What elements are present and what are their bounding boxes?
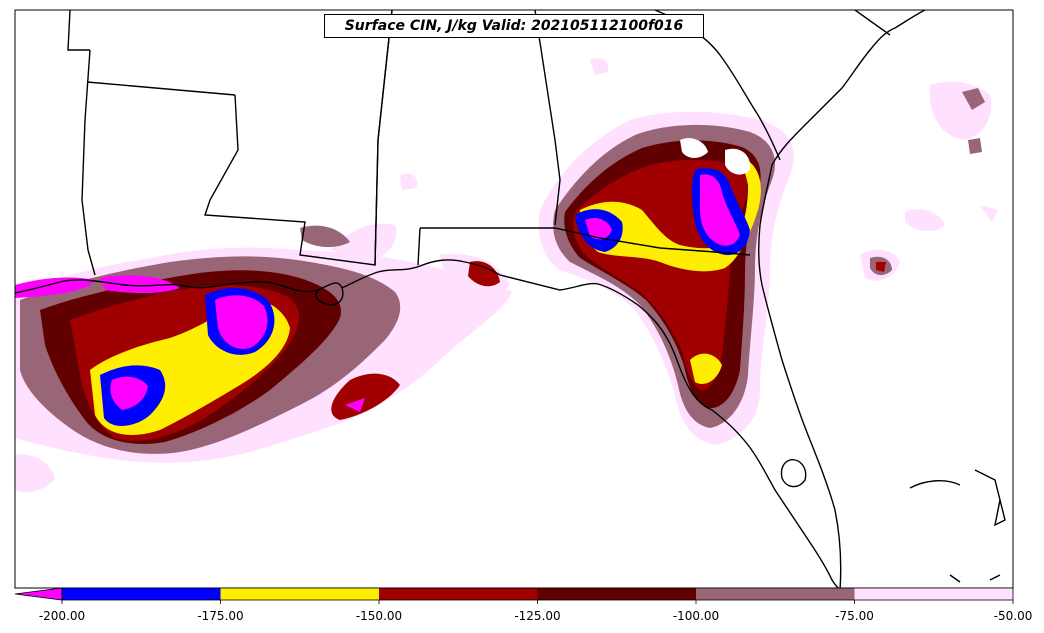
bahamas-coast bbox=[909, 469, 1006, 527]
colorbar-bin bbox=[62, 588, 221, 600]
state-line-ga-sc bbox=[854, 10, 891, 36]
colorbar-tick-label: -75.00 bbox=[835, 609, 874, 623]
colorbar bbox=[14, 587, 1014, 604]
colorbar-tick-label: -175.00 bbox=[197, 609, 244, 623]
coastline-texas-louisiana bbox=[15, 279, 344, 306]
colorbar-tick-label: -125.00 bbox=[514, 609, 561, 623]
coastline-gulf-florida bbox=[499, 274, 840, 588]
colorbar-bin bbox=[696, 588, 855, 600]
colorbar-bin bbox=[537, 588, 696, 600]
colorbar-bin bbox=[220, 588, 379, 600]
colorbar-tick-label: -200.00 bbox=[38, 609, 86, 623]
state-line-tx-la bbox=[81, 49, 96, 276]
colorbar-extend-min bbox=[14, 587, 63, 601]
cin-field-florida-georgia bbox=[400, 58, 998, 445]
state-line-al-ga bbox=[534, 10, 561, 226]
colorbar-tick-label: -50.00 bbox=[993, 609, 1033, 623]
colorbar-bin bbox=[854, 588, 1013, 600]
state-line-ar-la bbox=[86, 81, 236, 96]
lake-okeechobee bbox=[780, 459, 807, 488]
cin-band-lt-200 bbox=[215, 295, 268, 349]
colorbar-bin bbox=[379, 588, 538, 600]
colorbar-tick-label: -100.00 bbox=[672, 609, 720, 623]
state-line-al-fl bbox=[420, 227, 751, 256]
colorbar-tick-label: -150.00 bbox=[355, 609, 403, 623]
boundaries bbox=[15, 10, 1006, 588]
state-line-ms-al bbox=[374, 10, 393, 266]
map-title: Surface CIN, J/kg Valid: 202105112100f01… bbox=[324, 14, 704, 38]
cin-field-western-gulf bbox=[15, 223, 512, 493]
coastline-atlantic bbox=[757, 10, 926, 588]
